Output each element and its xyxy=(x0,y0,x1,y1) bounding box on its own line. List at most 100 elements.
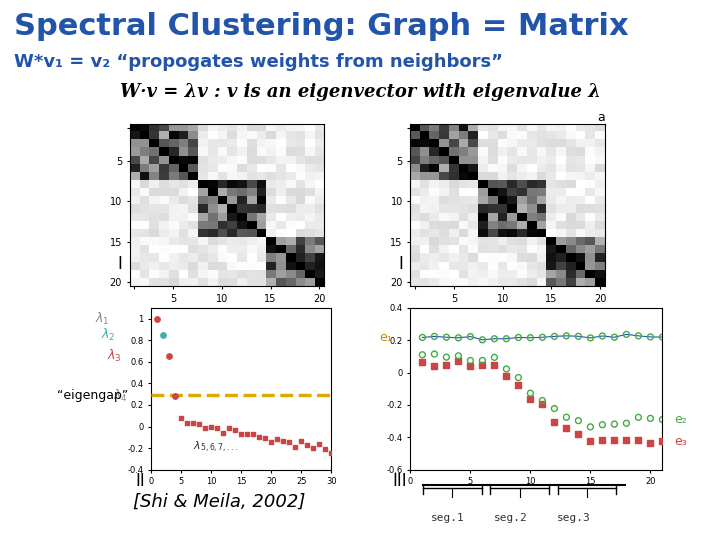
Point xyxy=(644,414,656,423)
Point xyxy=(441,353,452,361)
Point xyxy=(187,419,199,428)
Point xyxy=(302,441,313,450)
Point xyxy=(271,434,283,443)
Point xyxy=(320,445,331,454)
Point xyxy=(417,357,428,366)
Point xyxy=(477,356,488,365)
Text: seg.2: seg.2 xyxy=(495,513,528,523)
Point xyxy=(453,352,464,360)
Point xyxy=(536,396,548,405)
Point xyxy=(500,364,512,373)
Point xyxy=(235,430,247,438)
Point xyxy=(597,436,608,444)
Text: [Shi & Meila, 2002]: [Shi & Meila, 2002] xyxy=(133,493,306,511)
Point xyxy=(248,430,259,438)
Point xyxy=(572,430,584,438)
Point xyxy=(169,392,181,401)
Point xyxy=(417,350,428,359)
Text: $\lambda_{5,6,7,...}$: $\lambda_{5,6,7,...}$ xyxy=(193,440,239,455)
Point xyxy=(525,389,536,397)
Point xyxy=(241,430,253,438)
Point xyxy=(536,400,548,409)
Point xyxy=(633,436,644,444)
Point xyxy=(657,437,668,445)
Point xyxy=(477,361,488,369)
Point xyxy=(277,436,289,445)
Point xyxy=(549,404,560,413)
Point xyxy=(597,421,608,429)
Point xyxy=(585,422,596,431)
Point xyxy=(644,333,656,341)
Text: W·v = λv : v is an eigenvector with eigenvalue λ: W·v = λv : v is an eigenvector with eige… xyxy=(120,83,600,101)
Point xyxy=(549,417,560,426)
Point xyxy=(464,332,476,341)
Point xyxy=(525,333,536,342)
Point xyxy=(572,332,584,341)
Point xyxy=(513,373,524,382)
Point xyxy=(597,332,608,340)
Text: $\lambda_3$: $\lambda_3$ xyxy=(107,348,122,364)
Point xyxy=(621,330,632,339)
Text: I: I xyxy=(117,255,122,273)
Point xyxy=(572,416,584,425)
Point xyxy=(657,415,668,424)
Point xyxy=(513,381,524,390)
Point xyxy=(489,334,500,343)
Point xyxy=(307,443,319,452)
Text: Spectral Clustering: Graph = Matrix: Spectral Clustering: Graph = Matrix xyxy=(14,12,629,40)
Point xyxy=(453,334,464,342)
Point xyxy=(313,440,325,448)
Point xyxy=(500,372,512,381)
Point xyxy=(608,420,620,428)
Point xyxy=(284,437,295,446)
Point xyxy=(223,424,235,433)
Point xyxy=(561,332,572,340)
Point xyxy=(325,449,337,458)
Text: $\lambda_4$: $\lambda_4$ xyxy=(113,388,127,404)
Point xyxy=(549,332,560,341)
Text: W*v₁ = v₂ “propogates weights from neighbors”: W*v₁ = v₂ “propogates weights from neigh… xyxy=(14,53,503,71)
Point xyxy=(536,333,548,342)
Point xyxy=(205,423,217,431)
Point xyxy=(621,435,632,444)
Text: a: a xyxy=(597,111,605,124)
Text: e₁: e₁ xyxy=(379,331,392,344)
Point xyxy=(585,334,596,342)
Point xyxy=(513,333,524,342)
Point xyxy=(417,333,428,342)
Point xyxy=(464,362,476,371)
Point xyxy=(441,333,452,341)
Point xyxy=(633,413,644,422)
Point xyxy=(644,438,656,447)
Point xyxy=(608,333,620,341)
Point xyxy=(428,362,440,370)
Text: “eigengap”: “eigengap” xyxy=(57,389,128,402)
Point xyxy=(500,334,512,343)
Point xyxy=(428,332,440,341)
Point xyxy=(525,395,536,403)
Point xyxy=(259,434,271,442)
Point xyxy=(212,424,223,433)
Text: seg.1: seg.1 xyxy=(431,513,465,523)
Point xyxy=(151,314,163,323)
Point xyxy=(217,429,229,437)
Text: $\lambda_2$: $\lambda_2$ xyxy=(101,327,115,343)
Point xyxy=(194,420,205,428)
Text: $\lambda_1$: $\lambda_1$ xyxy=(95,310,109,327)
Point xyxy=(621,419,632,428)
Point xyxy=(453,357,464,366)
Point xyxy=(266,437,277,446)
Point xyxy=(428,350,440,359)
Text: III: III xyxy=(392,471,407,490)
Point xyxy=(199,423,211,432)
Point xyxy=(441,361,452,369)
Point xyxy=(489,353,500,362)
Point xyxy=(163,352,175,361)
Point xyxy=(633,332,644,340)
Point xyxy=(489,361,500,369)
Point xyxy=(230,426,241,435)
Text: II: II xyxy=(135,471,145,490)
Point xyxy=(561,424,572,433)
Point xyxy=(158,330,169,339)
Point xyxy=(657,333,668,341)
